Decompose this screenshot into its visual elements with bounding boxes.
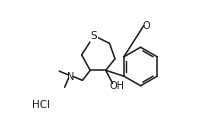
Text: OH: OH xyxy=(109,81,124,91)
Text: S: S xyxy=(90,31,97,41)
Text: HCl: HCl xyxy=(32,100,50,110)
Text: N: N xyxy=(67,72,74,82)
Text: O: O xyxy=(142,21,149,31)
